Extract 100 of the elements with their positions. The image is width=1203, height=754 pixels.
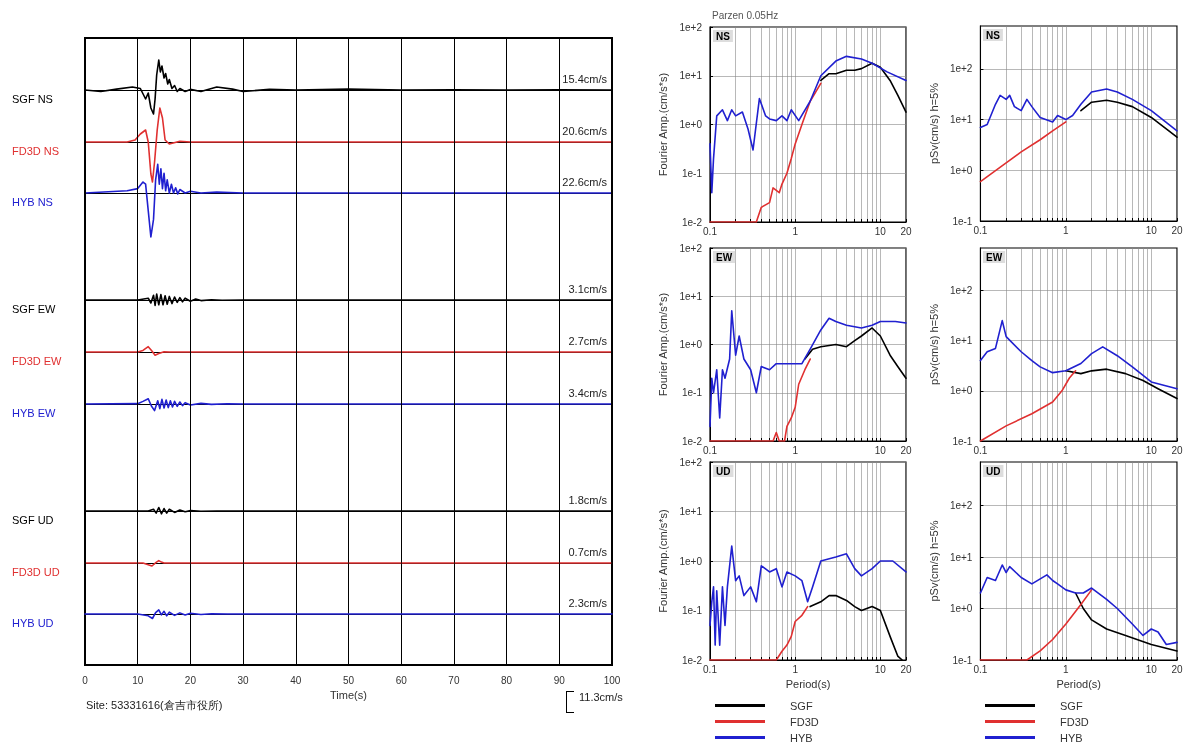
- y-tick-label: 1e-1: [952, 435, 973, 447]
- x-tick-label: 1: [792, 225, 799, 237]
- y-tick-label: 1e+1: [949, 114, 973, 126]
- y-tick-label: 1e+1: [679, 290, 703, 302]
- x-tick-label: 10: [874, 225, 887, 237]
- text: HYB EW: [12, 406, 57, 419]
- x-tick-label: 1: [1063, 663, 1070, 675]
- x-tick-label: 20: [900, 663, 912, 675]
- x-tick-label: 60: [395, 674, 408, 686]
- x-axis-title: Period(s): [785, 678, 831, 691]
- x-tick-label: 40: [290, 674, 302, 686]
- y-tick-label: 1e+0: [679, 555, 703, 567]
- y-tick-label: 1e+2: [679, 242, 703, 254]
- x-axis-title: Period(s): [1056, 678, 1102, 691]
- y-tick-label: 1e+1: [949, 551, 973, 563]
- x-tick-label: 1: [792, 663, 799, 675]
- x-tick-label: 10: [874, 444, 887, 456]
- x-tick-label: 30: [237, 674, 250, 686]
- annotation: 20.6cm/s: [562, 124, 608, 137]
- x-tick-label: 0.1: [703, 225, 718, 237]
- x-tick-label: 0: [82, 674, 89, 686]
- y-tick-label: 1e+2: [949, 500, 973, 512]
- y-tick-label: 1e-1: [681, 167, 703, 179]
- text: HYB NS: [12, 195, 53, 208]
- text: HYB UD: [12, 616, 54, 629]
- text: 0.7cm/s: [568, 545, 608, 558]
- text: SGF NS: [12, 92, 53, 105]
- legend-label: FD3D: [790, 715, 819, 728]
- y-tick-label: 1e+1: [679, 506, 703, 517]
- chart-title: EW: [986, 251, 1003, 263]
- x-tick-label: 90: [553, 674, 566, 686]
- x-tick-label: 1: [1063, 224, 1070, 236]
- text: 1.8cm/s: [568, 493, 608, 506]
- annotation: 3.1cm/s: [568, 282, 608, 295]
- y-axis-title: pSv(cm/s) h=5%: [927, 520, 940, 602]
- chart-title: UD: [716, 465, 731, 477]
- y-tick-label: 1e+2: [949, 284, 973, 296]
- x-tick-label: 20: [184, 674, 197, 686]
- legend-label: HYB: [790, 731, 813, 744]
- x-tick-label: 20: [900, 444, 912, 456]
- y-tick-label: 1e+2: [679, 456, 703, 468]
- y-axis-title: pSv(cm/s) h=5%: [927, 303, 940, 385]
- text: Site: 53331616(倉吉市役所): [86, 698, 223, 711]
- x-tick-label: 1: [792, 444, 799, 456]
- y-tick-label: 1e+0: [679, 119, 703, 130]
- x-tick-label: 0.1: [703, 444, 718, 456]
- y-tick-label: 1e+2: [679, 21, 703, 33]
- y-tick-label: 1e-1: [681, 387, 703, 399]
- y-axis-title: Fourier Amp.(cm/s*s): [657, 292, 670, 397]
- x-tick-label: 0.1: [973, 444, 988, 456]
- x-tick-label: 20: [1171, 444, 1183, 456]
- y-tick-label: 1e+0: [949, 603, 973, 615]
- y-tick-label: 1e+0: [679, 339, 703, 350]
- x-tick-label: 20: [1171, 663, 1183, 675]
- y-tick-label: 1e+0: [949, 385, 973, 397]
- x-axis-title: Time(s): [330, 689, 367, 702]
- chart-title: UD: [986, 465, 1001, 477]
- y-tick-label: 1e-2: [681, 654, 703, 666]
- x-tick-label: 0.1: [973, 663, 988, 675]
- annotation: 22.6cm/s: [562, 175, 608, 188]
- text: FD3D UD: [12, 565, 60, 578]
- y-tick-label: 1e-2: [681, 216, 703, 228]
- x-tick-label: 0.1: [703, 663, 718, 675]
- y-tick-label: 1e+0: [949, 164, 973, 176]
- y-tick-label: 1e+2: [949, 63, 973, 75]
- y-tick-label: 1e-1: [681, 605, 703, 616]
- legend-label: FD3D: [1060, 715, 1089, 728]
- text: 2.3cm/s: [568, 596, 608, 609]
- y-axis-title: Fourier Amp.(cm/s*s): [657, 509, 670, 613]
- x-tick-label: 20: [900, 225, 912, 237]
- text: SGF EW: [12, 302, 57, 315]
- legend-label: SGF: [790, 699, 813, 712]
- x-tick-label: 100: [603, 674, 621, 686]
- x-tick-label: 80: [501, 674, 513, 686]
- text: 3.4cm/s: [568, 386, 608, 399]
- x-tick-label: 10: [1145, 224, 1158, 236]
- text: SGF UD: [12, 513, 54, 526]
- legend-label: SGF: [1060, 699, 1083, 712]
- x-tick-label: 10: [1145, 444, 1158, 456]
- chart-title: NS: [986, 29, 1001, 41]
- y-tick-label: 1e-2: [681, 435, 703, 447]
- y-tick-label: 1e-1: [952, 215, 973, 227]
- text: Parzen 0.05Hz: [712, 9, 779, 21]
- y-tick-label: 1e+1: [949, 335, 973, 347]
- x-tick-label: 10: [1145, 663, 1158, 675]
- annotation: 15.4cm/s: [562, 72, 608, 85]
- y-axis-title: Fourier Amp.(cm/s*s): [657, 72, 670, 177]
- legend-label: HYB: [1060, 731, 1083, 744]
- text: 11.3cm/s: [579, 690, 624, 703]
- x-tick-label: 1: [1063, 444, 1070, 456]
- y-tick-label: 1e-1: [952, 654, 973, 666]
- x-tick-label: 70: [448, 674, 460, 686]
- y-tick-label: 1e+1: [679, 70, 703, 82]
- text: 2.7cm/s: [568, 334, 608, 347]
- chart-title: NS: [716, 30, 731, 42]
- x-tick-label: 10: [132, 674, 144, 686]
- chart-title: EW: [716, 251, 733, 263]
- text: FD3D NS: [12, 144, 60, 157]
- text: FD3D EW: [12, 354, 63, 367]
- x-tick-label: 0.1: [973, 224, 988, 236]
